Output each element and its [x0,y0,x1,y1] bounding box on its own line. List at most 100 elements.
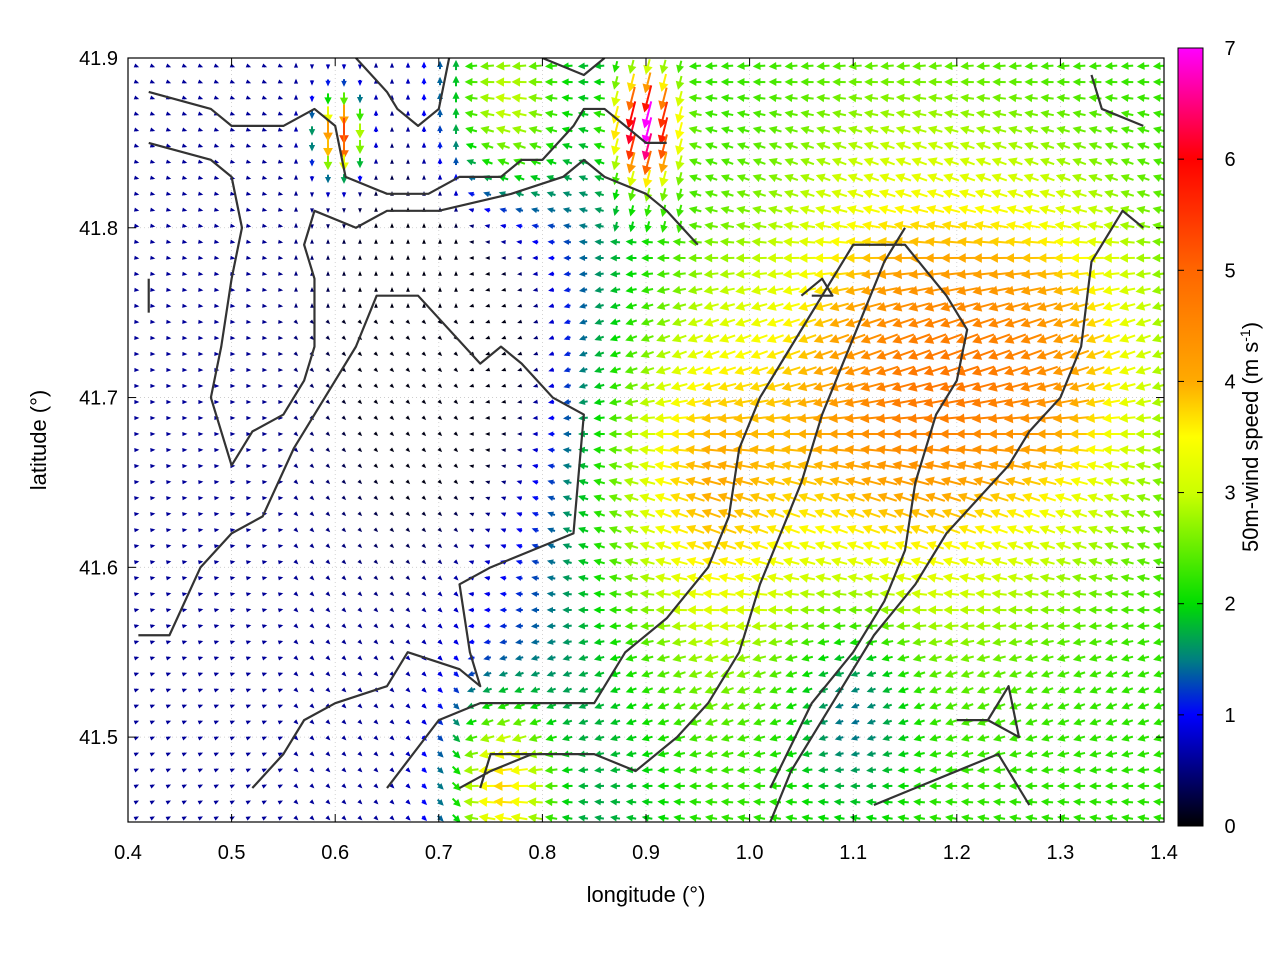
wind-arrow-head [421,319,426,324]
wind-arrow-head [422,255,426,260]
wind-arrow-head [214,512,219,516]
wind-arrow-head [689,750,697,758]
wind-arrow-head [453,607,458,612]
wind-arrow-head [405,751,410,756]
wind-arrow-head [421,703,426,708]
wind-arrow-head [686,382,696,391]
wind-arrow-head [641,302,650,310]
wind-arrow-head [578,623,585,630]
wind-arrow-head [134,576,139,580]
wind-arrow-head [501,400,506,404]
wind-arrow-head [469,288,474,292]
wind-arrow-head [548,303,554,307]
wind-arrow-head [720,238,729,247]
wind-arrow-head [294,239,298,244]
wind-arrow-head [800,94,808,102]
wind-arrow-head [532,256,537,261]
wind-arrow-head [309,655,314,660]
wind-arrow-head [527,765,536,774]
wind-arrow-head [373,479,378,484]
wind-arrow-head [198,608,203,612]
wind-arrow-head [611,145,620,155]
wind-arrow-head [230,592,235,596]
wind-arrow-head [783,253,792,263]
wind-arrow-head [548,287,554,292]
wind-arrow-head [405,511,410,516]
wind-arrow-head [531,639,538,645]
wind-arrow-head [593,574,601,581]
wind-arrow-head [293,575,298,580]
wind-arrow-head [294,191,298,196]
wind-arrow-head [166,256,171,260]
wind-arrow-head [624,606,632,614]
wind-arrow-head [547,528,554,534]
wind-arrow-head [309,623,314,628]
wind-arrow-head [609,494,618,502]
wind-arrow-head [389,511,394,516]
wind-arrow-head [278,800,283,804]
wind-arrow-head [563,271,569,276]
wind-arrow-head [166,592,171,596]
wind-arrow-head [562,766,570,773]
wind-arrow-head [848,94,857,103]
wind-arrow-head [609,622,617,630]
wind-arrow-head [357,575,362,580]
wind-arrow-head [876,461,886,471]
wind-arrow-head [246,800,251,804]
wind-arrow-head [325,591,330,596]
wind-arrow-head [325,783,330,788]
wind-arrow-head [150,705,155,709]
wind-arrow-head [357,591,362,596]
wind-arrow-head [876,413,885,423]
wind-arrow-head [422,239,426,244]
wind-arrow-head [485,384,490,388]
wind-arrow-head [593,494,601,501]
wind-arrow-head [341,815,346,820]
wind-arrow-head [437,141,442,147]
wind-arrow-head [262,689,267,693]
wind-arrow-head [262,705,267,709]
wind-arrow-head [768,638,777,647]
wind-arrow-head [278,769,283,773]
wind-arrow-head [246,673,251,677]
wind-arrow-head [150,640,155,644]
wind-arrow-head [198,128,203,132]
wind-arrow-head [594,670,602,677]
wind-arrow-head [438,255,442,260]
wind-arrow-head [860,429,869,439]
wind-arrow-head [846,221,856,231]
wind-arrow-head [800,78,808,86]
wind-arrow-head [500,592,506,597]
wind-arrow-head [705,126,714,134]
wind-arrow-head [548,383,554,388]
wind-arrow-head [851,719,858,725]
wind-arrow-head [453,431,458,436]
wind-arrow-head [610,718,618,725]
wind-arrow-head [342,224,346,229]
wind-arrow-head [342,255,346,260]
wind-arrow-head [829,398,839,408]
wind-arrow-head [340,98,348,106]
wind-arrow-head [357,161,364,168]
wind-arrow-head [230,336,235,340]
wind-arrow-head [689,126,698,134]
wind-arrow-head [182,144,187,148]
wind-arrow-head [703,637,712,646]
wind-arrow-head [342,271,346,276]
wind-arrow-head [230,128,235,132]
wind-arrow-head [676,177,684,186]
wind-arrow-head [672,654,681,662]
wind-arrow-head [437,61,443,67]
wind-arrow-head [784,638,793,646]
wind-arrow-head [214,800,219,804]
wind-arrow-head [485,400,490,404]
wind-arrow-head [246,63,251,67]
wind-arrow-head [624,398,633,407]
wind-arrow-head [453,559,458,564]
wind-arrow-head [182,737,187,741]
wind-arrow-head [563,671,570,677]
wind-arrow-head [150,448,155,452]
wind-arrow-head [547,207,554,213]
wind-arrow-head [357,671,362,676]
wind-arrow-head [627,164,636,174]
